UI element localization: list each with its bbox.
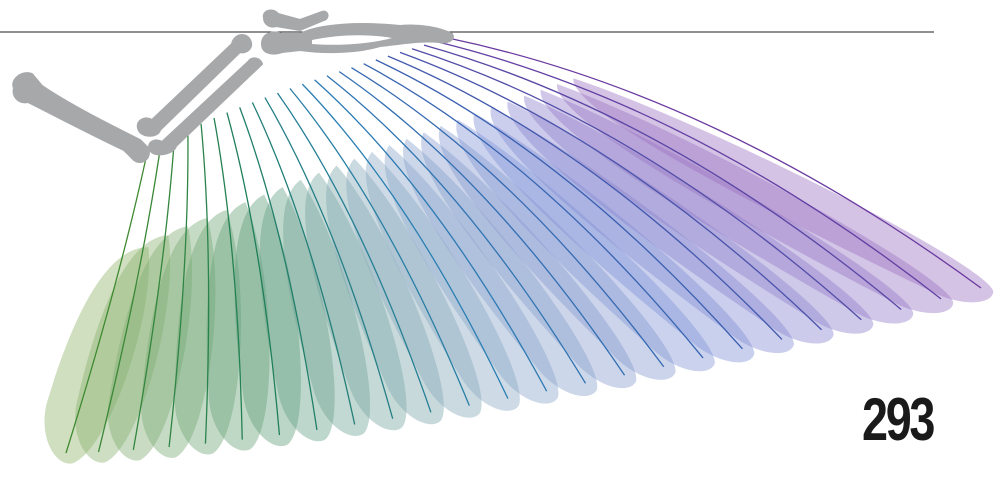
feather xyxy=(346,158,482,418)
feather-shaft xyxy=(363,63,704,359)
feather xyxy=(439,125,676,380)
feather xyxy=(456,119,715,372)
feather xyxy=(403,138,598,397)
feather-shaft xyxy=(301,83,509,399)
feather xyxy=(141,218,216,458)
feather xyxy=(507,101,834,344)
feather-shaft xyxy=(423,44,902,310)
feather-shaft xyxy=(65,157,147,454)
feather-vane xyxy=(403,138,598,397)
feather xyxy=(108,226,193,461)
feather-shaft xyxy=(239,107,318,431)
feather-vane xyxy=(456,119,715,372)
feather-shaft xyxy=(251,102,356,425)
feather-vane xyxy=(326,165,444,425)
feather-shaft xyxy=(97,144,162,453)
feather-shaft xyxy=(200,123,210,444)
feather-shaft xyxy=(276,92,432,413)
feather xyxy=(490,107,794,354)
wing-skeleton xyxy=(12,9,454,164)
feather-vane xyxy=(439,125,676,380)
feather xyxy=(44,247,150,464)
feather-vane xyxy=(540,89,914,324)
feather-vane xyxy=(384,145,559,404)
feather-layer xyxy=(44,78,994,464)
feather-shaft xyxy=(326,75,587,384)
feather-shaft xyxy=(399,51,823,331)
feather-shaft xyxy=(435,40,942,300)
feather-vane xyxy=(490,107,794,354)
shaft-layer xyxy=(65,37,982,454)
feather-vane xyxy=(524,95,874,334)
hand-bone-gap xyxy=(312,35,392,45)
feather-shaft xyxy=(289,88,470,406)
feather-vane xyxy=(507,101,834,344)
feather-vane xyxy=(108,226,193,461)
humerus-bone xyxy=(12,72,150,164)
feather-vane xyxy=(473,113,755,363)
alula-bone xyxy=(262,9,329,31)
feather-vane xyxy=(141,218,216,458)
feather-vane xyxy=(346,158,482,418)
radius-bone xyxy=(148,57,263,156)
feather-shaft xyxy=(168,130,189,448)
feather-shaft xyxy=(213,117,243,440)
feather-vane xyxy=(44,247,150,464)
feather xyxy=(326,165,444,425)
feather xyxy=(421,132,637,389)
feather-vane xyxy=(421,132,637,389)
feather xyxy=(540,89,914,324)
feather-shaft xyxy=(387,55,783,340)
feather-shaft xyxy=(338,71,626,376)
feather-shaft xyxy=(132,136,176,451)
feather-shaft xyxy=(264,97,394,419)
feather-shaft xyxy=(226,112,281,436)
feather xyxy=(524,95,874,334)
feather xyxy=(473,113,755,363)
feather xyxy=(573,78,994,303)
feather-shaft xyxy=(447,37,982,289)
feather-vane xyxy=(573,78,994,303)
feather-shaft xyxy=(314,79,548,392)
feather xyxy=(384,145,559,404)
feather-shaft xyxy=(351,67,665,368)
feather-shaft xyxy=(375,59,743,350)
page-number: 293 xyxy=(862,386,935,453)
ulna-bone xyxy=(136,34,252,137)
feather-shaft xyxy=(411,48,862,321)
